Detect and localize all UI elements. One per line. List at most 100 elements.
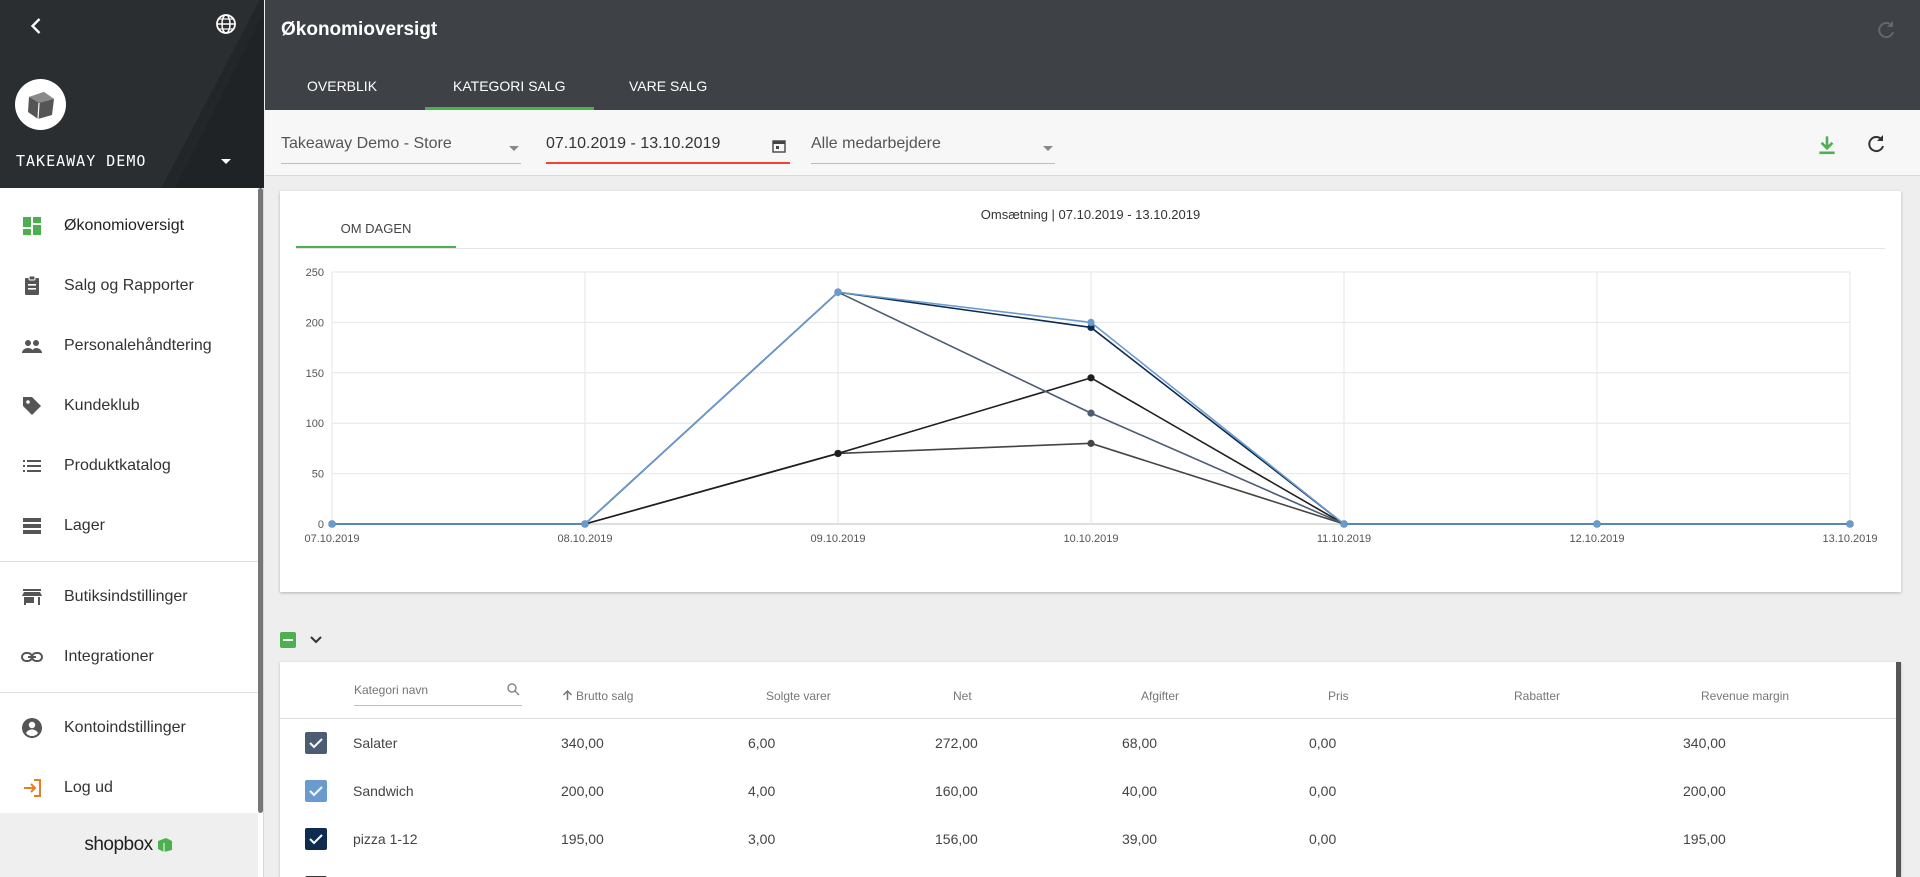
- sidebar-item-produktkatalog[interactable]: Produktkatalog: [0, 436, 258, 496]
- dashboard-icon: [20, 214, 44, 238]
- cell-afgifter: 39,00: [1122, 831, 1158, 847]
- table-scrollbar[interactable]: [1896, 662, 1901, 877]
- sidebar-item-label: Salg og Rapporter: [64, 277, 194, 294]
- x-tick-label: 08.10.2019: [557, 533, 612, 545]
- cell-margin: 340,00: [1683, 735, 1726, 751]
- sidebar-item-okonomioversigt[interactable]: Økonomioversigt: [0, 196, 258, 256]
- store-logo: [15, 79, 66, 130]
- data-point: [1593, 520, 1601, 528]
- refresh-icon[interactable]: [1864, 132, 1890, 158]
- store-dropdown-caret-icon[interactable]: [214, 150, 238, 174]
- y-tick-label: 150: [306, 368, 324, 380]
- search-icon[interactable]: [506, 682, 520, 696]
- cell-net: 160,00: [935, 783, 978, 799]
- table-tools: [280, 630, 340, 650]
- header-revenue-margin[interactable]: Revenue margin: [1701, 689, 1790, 703]
- cell-solgte: 6,00: [748, 735, 776, 751]
- cell-pris: 0,00: [1309, 783, 1337, 799]
- header-afgifter[interactable]: Afgifter: [1141, 689, 1180, 703]
- tab-om-dagen[interactable]: OM DAGEN: [296, 216, 456, 248]
- cell-afgifter: 68,00: [1122, 735, 1158, 751]
- category-search[interactable]: [354, 676, 522, 706]
- logout-icon: [20, 776, 44, 800]
- account-icon: [20, 716, 44, 740]
- y-tick-label: 100: [306, 418, 324, 430]
- shopbox-logo-text: shopbox: [84, 834, 153, 855]
- row-checkbox[interactable]: [305, 732, 327, 754]
- sidebar: TAKEAWAY DEMO Økonomioversigt Salg og Ra…: [0, 0, 264, 877]
- chevron-down-icon[interactable]: [308, 632, 324, 648]
- cell-margin: 195,00: [1683, 831, 1726, 847]
- cell-pris: 0,00: [1309, 735, 1337, 751]
- table-row[interactable]: Salater 340,00 6,00 272,00 68,00 0,00 34…: [280, 719, 1896, 767]
- cell-solgte: 4,00: [748, 783, 776, 799]
- select-all-checkbox[interactable]: [280, 632, 296, 648]
- sidebar-item-kundeklub[interactable]: Kundeklub: [0, 376, 258, 436]
- header-net[interactable]: Net: [953, 689, 972, 703]
- chevron-down-icon: [509, 146, 519, 151]
- sidebar-item-personalehandtering[interactable]: Personalehåndtering: [0, 316, 258, 376]
- revenue-line-chart: 0 50 100 150 200 250 07.10.2019 08.10.2019 09.10…: [304, 267, 1877, 545]
- clipboard-icon: [20, 274, 44, 298]
- table-row[interactable]: pizza 1-12 195,00 3,00 156,00 39,00 0,00…: [280, 815, 1896, 863]
- table-row[interactable]: [280, 863, 1896, 877]
- header-solgte-varer[interactable]: Solgte varer: [766, 689, 831, 703]
- data-point: [1087, 409, 1095, 417]
- x-tick-label: 10.10.2019: [1063, 533, 1118, 545]
- data-point: [1846, 520, 1854, 528]
- header-divider: [280, 718, 1896, 719]
- filter-bar: Takeaway Demo - Store 07.10.2019 - 13.10…: [265, 110, 1920, 176]
- list-icon: [20, 454, 44, 478]
- sidebar-item-butiksindstillinger[interactable]: Butiksindstillinger: [0, 567, 258, 627]
- sidebar-header: TAKEAWAY DEMO: [0, 0, 264, 188]
- sidebar-item-salg-og-rapporter[interactable]: Salg og Rapporter: [0, 256, 258, 316]
- tab-overblik[interactable]: OVERBLIK: [307, 78, 378, 94]
- tag-icon: [20, 394, 44, 418]
- sidebar-item-label: Log ud: [64, 779, 113, 796]
- cell-margin: 200,00: [1683, 783, 1726, 799]
- globe-icon[interactable]: [214, 12, 242, 40]
- sidebar-scrollbar[interactable]: [258, 188, 263, 813]
- storage-icon: [20, 514, 44, 538]
- data-point: [1087, 439, 1095, 447]
- sidebar-item-lager[interactable]: Lager: [0, 496, 258, 556]
- employee-select[interactable]: Alle medarbejdere: [811, 128, 1055, 164]
- sidebar-item-kontoindstillinger[interactable]: Kontoindstillinger: [0, 698, 258, 758]
- store-name[interactable]: TAKEAWAY DEMO: [16, 152, 147, 170]
- cell-brutto: 195,00: [561, 831, 604, 847]
- sort-brutto-header[interactable]: Brutto salg: [562, 689, 633, 703]
- store-icon: [20, 585, 44, 609]
- header-pris[interactable]: Pris: [1328, 689, 1349, 703]
- x-tick-label: 09.10.2019: [810, 533, 865, 545]
- link-icon: [20, 645, 44, 669]
- x-tick-label: 13.10.2019: [1822, 533, 1877, 545]
- data-point: [834, 449, 842, 458]
- data-point: [1087, 323, 1095, 332]
- tab-vare-salg[interactable]: VARE SALG: [629, 78, 708, 94]
- y-tick-label: 0: [318, 519, 324, 531]
- sidebar-item-integrationer[interactable]: Integrationer: [0, 627, 258, 687]
- sidebar-item-log-ud[interactable]: Log ud: [0, 758, 258, 818]
- cell-name: Salater: [353, 735, 398, 751]
- table-row[interactable]: Sandwich 200,00 4,00 160,00 40,00 0,00 2…: [280, 767, 1896, 815]
- y-tick-label: 50: [312, 469, 324, 481]
- chevron-down-icon: [1043, 146, 1053, 151]
- date-range-field[interactable]: 07.10.2019 - 13.10.2019: [546, 128, 790, 164]
- sidebar-item-label: Integrationer: [64, 648, 154, 665]
- cell-afgifter: 40,00: [1122, 783, 1158, 799]
- back-chevron-icon[interactable]: [22, 12, 50, 40]
- row-checkbox[interactable]: [305, 780, 327, 802]
- refresh-icon[interactable]: [1874, 18, 1898, 42]
- header-rabatter[interactable]: Rabatter: [1514, 689, 1561, 703]
- download-icon[interactable]: [1814, 132, 1840, 158]
- store-select[interactable]: Takeaway Demo - Store: [281, 128, 521, 164]
- search-input[interactable]: [354, 676, 494, 704]
- calendar-icon[interactable]: [772, 139, 786, 153]
- cell-net: 272,00: [935, 735, 978, 751]
- tab-kategori-salg[interactable]: KATEGORI SALG: [425, 62, 594, 110]
- row-checkbox[interactable]: [305, 828, 327, 850]
- nav-divider: [0, 561, 258, 562]
- data-point: [581, 520, 589, 528]
- y-tick-label: 200: [306, 317, 324, 329]
- category-table: Brutto salg Solgte varer Net Afgifter Pr…: [280, 662, 1901, 877]
